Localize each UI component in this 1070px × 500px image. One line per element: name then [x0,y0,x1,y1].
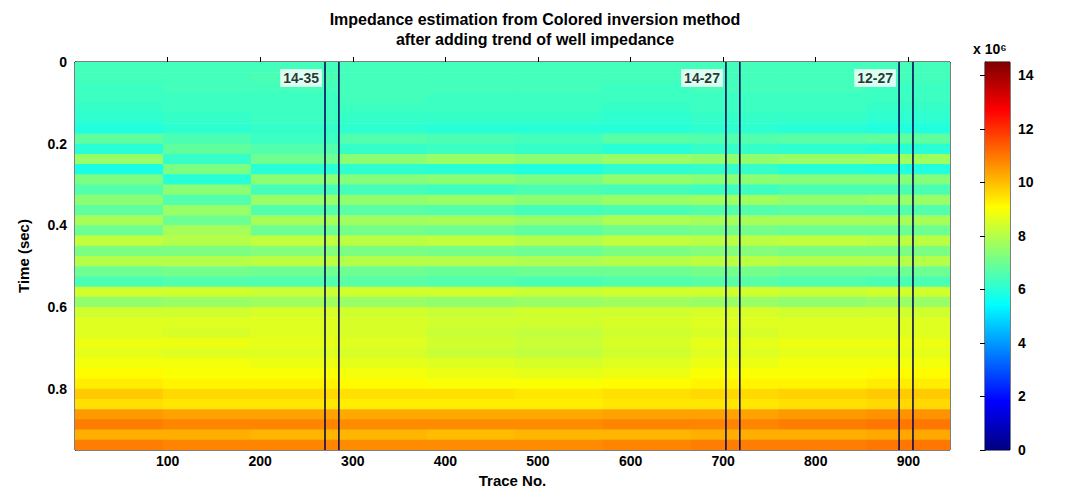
svg-text:500: 500 [526,453,550,469]
svg-text:Impedance estimation from Colo: Impedance estimation from Colored invers… [330,11,741,28]
svg-text:12-27: 12-27 [857,70,893,86]
svg-text:14-35: 14-35 [283,70,319,86]
svg-text:900: 900 [897,453,921,469]
svg-text:600: 600 [619,453,643,469]
svg-text:0: 0 [59,54,67,70]
svg-text:800: 800 [804,453,828,469]
svg-text:6: 6 [1018,281,1026,297]
svg-text:10: 10 [1018,174,1034,190]
svg-text:12: 12 [1018,121,1034,137]
svg-text:300: 300 [341,453,365,469]
svg-text:2: 2 [1018,388,1026,404]
svg-text:0.6: 0.6 [48,299,68,315]
svg-text:14: 14 [1018,67,1034,83]
svg-text:0.8: 0.8 [48,381,68,397]
svg-text:4: 4 [1018,335,1026,351]
svg-text:0.4: 0.4 [48,217,68,233]
svg-text:x 10⁶: x 10⁶ [973,41,1007,57]
svg-text:0: 0 [1018,442,1026,458]
svg-text:200: 200 [249,453,273,469]
svg-text:400: 400 [434,453,458,469]
svg-text:100: 100 [156,453,180,469]
svg-text:after adding trend of well imp: after adding trend of well impedance [396,31,674,48]
svg-text:Trace No.: Trace No. [479,472,547,489]
svg-text:14-27: 14-27 [684,70,720,86]
svg-text:Time (sec): Time (sec) [15,219,32,293]
svg-text:0.2: 0.2 [48,136,68,152]
svg-text:8: 8 [1018,228,1026,244]
svg-text:700: 700 [711,453,735,469]
